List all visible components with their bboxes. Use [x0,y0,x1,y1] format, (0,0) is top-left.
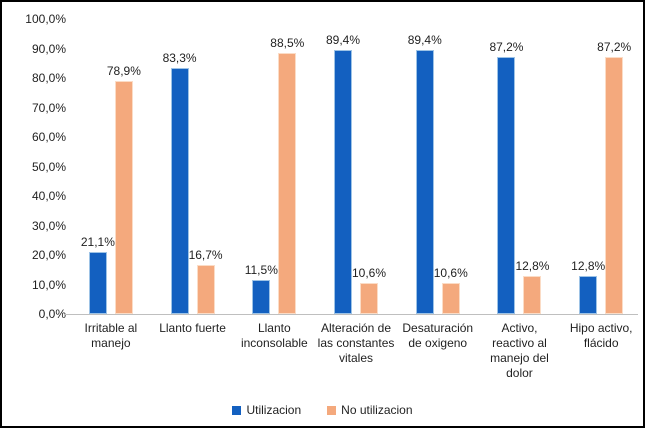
x-axis-label-desaturaci-n-de-oxigeno: Desaturación de oxigeno [402,321,474,350]
bar-group-irritable-al-manejo: 21,1% 78,9% [70,19,152,314]
y-tick-label: 0,0% [38,307,66,321]
y-tick-label: 50,0% [31,159,66,174]
bar-value-label: 89,4% [326,33,361,48]
legend: Utilizacion No utilizacion [2,403,643,417]
y-tick-label: 20,0% [31,248,66,262]
bar-no-utilizacion: 88,5% [270,36,304,314]
legend-item-no-utilizacion: No utilizacion [327,403,413,417]
bar-utilizacion: 21,1% [81,235,115,314]
bar-value-label: 78,9% [106,64,141,79]
plot-area: 21,1% 78,9% 83,3% 16,7% 11,5% 88,5% 89,4% 10,6%… [70,19,642,314]
y-tick-label: 60,0% [31,130,66,144]
bar-value-label: 11,5% [244,263,278,278]
bar-value-label: 88,5% [270,35,305,50]
bar-utilizacion: 11,5% [245,263,278,314]
x-axis-label-activo-reactivo-al-manejo-del-dolor: Activo, reactivo al manejo del dolor [490,321,549,380]
legend-swatch-no-utilizacion [327,405,337,415]
x-axis-category-labels: Irritable al manejo Llanto fuerte Llanto i… [70,321,642,381]
legend-item-utilizacion: Utilizacion [232,403,301,417]
bar-no-utilizacion: 10,6% [352,266,386,314]
y-axis-tick-labels: 100,0% 90,0% 80,0% 70,0% 60,0% 50,0% 40,0% 30,0… [2,12,66,321]
bar-value-label: 21,1% [80,234,115,249]
x-axis-line [64,314,638,315]
y-tick-label: 90,0% [31,41,66,56]
bar-group-hipo-activo-fl-cido: 12,8% 87,2% [560,19,642,314]
x-axis-label-hipo-activo-fl-cido: Hipo activo, flácido [569,321,633,350]
bar-utilizacion: 83,3% [163,51,197,314]
bar-utilizacion: 12,8% [571,259,605,314]
bar-value-label: 10,6% [433,265,468,280]
bar-no-utilizacion: 16,7% [189,248,223,314]
bar-group-alteraci-n-de-las-constantes-vitales: 89,4% 10,6% [315,19,397,314]
bar-utilizacion: 87,2% [489,40,523,314]
bar-value-label: 12,8% [571,259,606,274]
bar-no-utilizacion: 10,6% [434,266,468,314]
y-tick-label: 70,0% [31,100,66,115]
y-tick-label: 30,0% [31,218,66,233]
bar-utilizacion: 89,4% [326,33,360,314]
legend-label: No utilizacion [341,403,413,417]
bar-value-label: 89,4% [407,33,442,48]
x-axis-label-irritable-al-manejo: Irritable al manejo [84,321,138,350]
bar-group-llanto-inconsolable: 11,5% 88,5% [233,19,315,314]
bar-no-utilizacion: 87,2% [597,40,631,314]
bar-value-label: 10,6% [352,265,387,280]
x-axis-label-alteraci-n-de-las-constantes-vitales: Alteración de las constantes vitales [317,321,395,365]
x-axis-label-llanto-fuerte: Llanto fuerte [159,321,226,335]
bar-group-llanto-fuerte: 83,3% 16,7% [152,19,234,314]
bar-no-utilizacion: 78,9% [107,64,141,314]
y-tick-label: 40,0% [31,189,66,203]
bar-value-label: 83,3% [162,51,197,66]
bar-value-label: 87,2% [597,39,632,54]
bar-value-label: 12,8% [515,259,550,274]
bar-no-utilizacion: 12,8% [515,259,549,314]
bar-value-label: 16,7% [188,247,223,262]
bar-group-desaturaci-n-de-oxigeno: 89,4% 10,6% [397,19,479,314]
legend-swatch-utilizacion [232,405,242,415]
bar-group-activo-reactivo-al-manejo-del-dolor: 87,2% 12,8% [479,19,561,314]
y-tick-label: 80,0% [31,71,66,85]
x-axis-label-llanto-inconsolable: Llanto inconsolable [240,321,308,350]
bar-utilizacion: 89,4% [408,33,442,314]
y-tick-label: 10,0% [31,277,66,292]
y-tick-label: 100,0% [25,12,66,26]
bar-value-label: 87,2% [489,39,524,54]
legend-label: Utilizacion [246,403,302,417]
